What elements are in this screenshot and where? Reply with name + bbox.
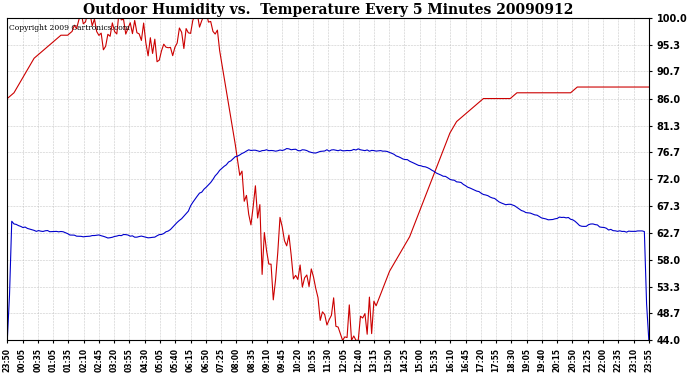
- Title: Outdoor Humidity vs.  Temperature Every 5 Minutes 20090912: Outdoor Humidity vs. Temperature Every 5…: [83, 3, 573, 17]
- Text: Copyright 2009 Cartronics.com: Copyright 2009 Cartronics.com: [8, 24, 130, 32]
